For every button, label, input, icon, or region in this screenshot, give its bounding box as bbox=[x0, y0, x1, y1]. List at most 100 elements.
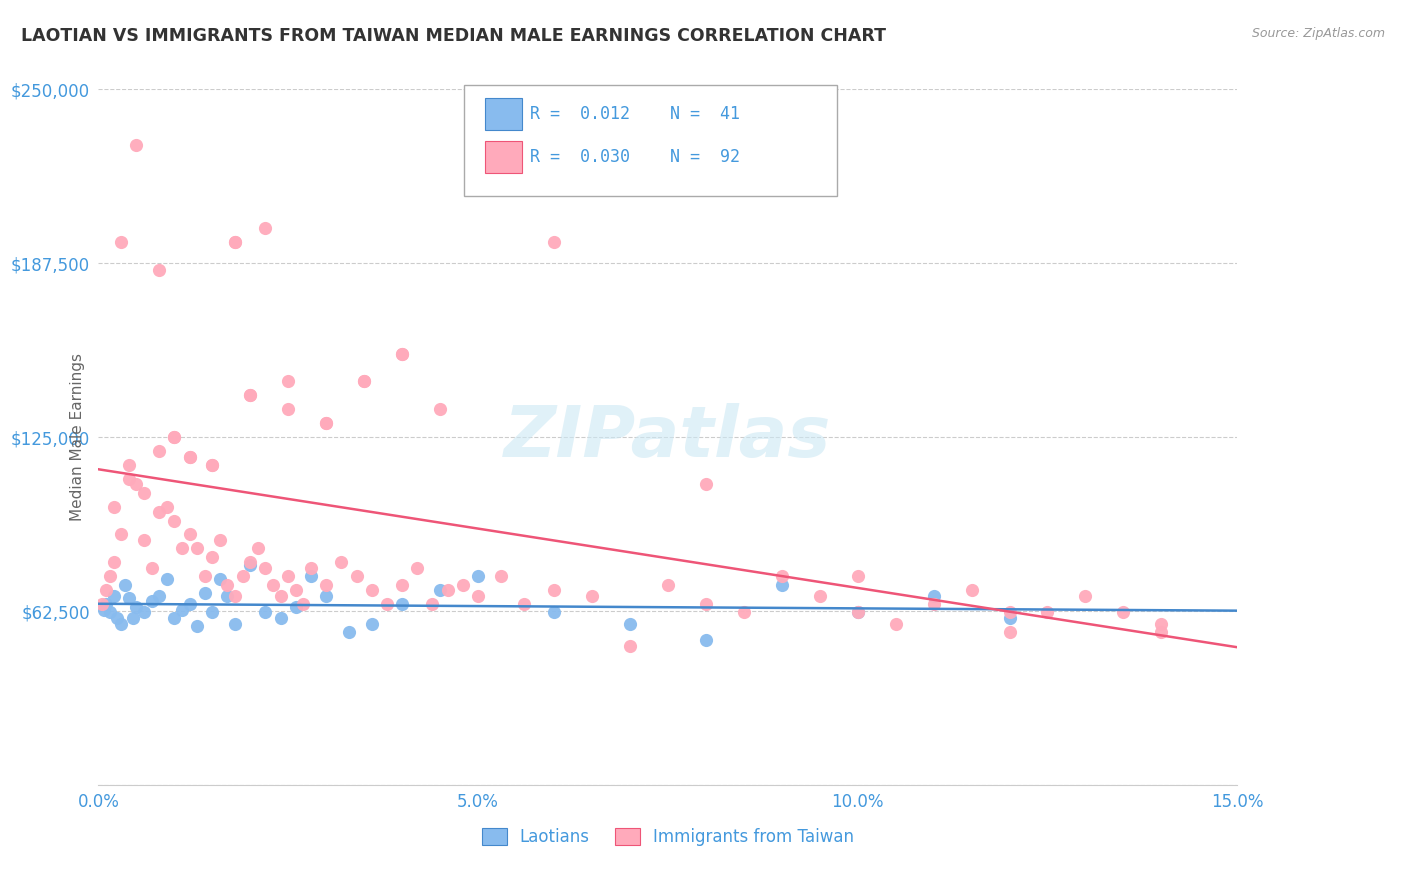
Point bbox=[94, 597, 117, 611]
Point bbox=[163, 430, 186, 444]
Point bbox=[254, 561, 277, 575]
Point bbox=[422, 597, 444, 611]
Point bbox=[110, 527, 132, 541]
Point bbox=[121, 611, 143, 625]
Point bbox=[201, 458, 224, 472]
Point bbox=[846, 606, 869, 620]
Point bbox=[733, 606, 755, 620]
Point bbox=[239, 388, 262, 402]
Point bbox=[125, 599, 148, 614]
Point bbox=[1112, 606, 1135, 620]
Point bbox=[808, 589, 831, 603]
Point bbox=[770, 569, 793, 583]
Point bbox=[346, 569, 368, 583]
Point bbox=[315, 416, 337, 430]
Point bbox=[110, 235, 132, 250]
Point bbox=[315, 589, 337, 603]
Point bbox=[315, 416, 337, 430]
Point bbox=[118, 591, 141, 606]
Point bbox=[141, 561, 163, 575]
Point bbox=[94, 583, 117, 598]
Point bbox=[998, 611, 1021, 625]
Point bbox=[429, 583, 451, 598]
Point bbox=[581, 589, 603, 603]
Point bbox=[98, 606, 121, 620]
Legend: Laotians, Immigrants from Taiwan: Laotians, Immigrants from Taiwan bbox=[475, 822, 860, 853]
Point bbox=[148, 444, 170, 458]
Text: R =  0.030    N =  92: R = 0.030 N = 92 bbox=[530, 148, 740, 166]
Text: Source: ZipAtlas.com: Source: ZipAtlas.com bbox=[1251, 27, 1385, 40]
Point bbox=[353, 375, 375, 389]
Point bbox=[360, 616, 382, 631]
Point bbox=[163, 611, 186, 625]
Point bbox=[1036, 606, 1059, 620]
Point bbox=[179, 527, 201, 541]
Point bbox=[1150, 624, 1173, 639]
Point bbox=[292, 597, 315, 611]
Point bbox=[375, 597, 398, 611]
Point bbox=[93, 602, 115, 616]
Point bbox=[337, 624, 360, 639]
Point bbox=[770, 577, 793, 591]
Point bbox=[163, 514, 186, 528]
Point bbox=[262, 577, 284, 591]
Point bbox=[299, 561, 322, 575]
Point bbox=[148, 263, 170, 277]
Text: LAOTIAN VS IMMIGRANTS FROM TAIWAN MEDIAN MALE EARNINGS CORRELATION CHART: LAOTIAN VS IMMIGRANTS FROM TAIWAN MEDIAN… bbox=[21, 27, 886, 45]
Point bbox=[695, 633, 717, 648]
Point bbox=[489, 569, 512, 583]
Point bbox=[695, 597, 717, 611]
Point bbox=[436, 583, 458, 598]
Point bbox=[922, 597, 945, 611]
Point bbox=[156, 500, 179, 514]
Point bbox=[114, 577, 136, 591]
Point bbox=[201, 549, 224, 564]
Point bbox=[284, 599, 307, 614]
Point bbox=[125, 477, 148, 491]
Point bbox=[118, 458, 141, 472]
Point bbox=[512, 597, 534, 611]
Point bbox=[141, 594, 163, 608]
Point bbox=[884, 616, 907, 631]
Point bbox=[232, 569, 254, 583]
Point bbox=[619, 616, 641, 631]
Point bbox=[239, 388, 262, 402]
Point bbox=[208, 572, 231, 586]
Point bbox=[360, 583, 382, 598]
Point bbox=[330, 555, 353, 569]
Point bbox=[224, 235, 246, 250]
Point bbox=[132, 485, 155, 500]
Point bbox=[194, 569, 217, 583]
Point bbox=[960, 583, 983, 598]
Point bbox=[186, 541, 208, 556]
Point bbox=[391, 346, 413, 360]
Point bbox=[103, 555, 125, 569]
Point bbox=[270, 611, 292, 625]
Point bbox=[98, 569, 121, 583]
Point bbox=[543, 606, 565, 620]
Point bbox=[156, 572, 179, 586]
Point bbox=[254, 606, 277, 620]
Point bbox=[246, 541, 269, 556]
Point bbox=[353, 375, 375, 389]
Point bbox=[239, 558, 262, 573]
Point bbox=[846, 606, 869, 620]
Point bbox=[543, 235, 565, 250]
Point bbox=[148, 505, 170, 519]
Point bbox=[998, 606, 1021, 620]
Point bbox=[208, 533, 231, 547]
Point bbox=[103, 500, 125, 514]
Point bbox=[217, 589, 239, 603]
Point bbox=[254, 221, 277, 235]
Point bbox=[315, 577, 337, 591]
Point bbox=[619, 639, 641, 653]
Point bbox=[695, 477, 717, 491]
Point bbox=[277, 375, 299, 389]
Point bbox=[391, 597, 413, 611]
Point bbox=[179, 450, 201, 464]
Point bbox=[451, 577, 474, 591]
Point bbox=[239, 555, 262, 569]
Point bbox=[846, 569, 869, 583]
Point bbox=[1150, 616, 1173, 631]
Point bbox=[201, 606, 224, 620]
